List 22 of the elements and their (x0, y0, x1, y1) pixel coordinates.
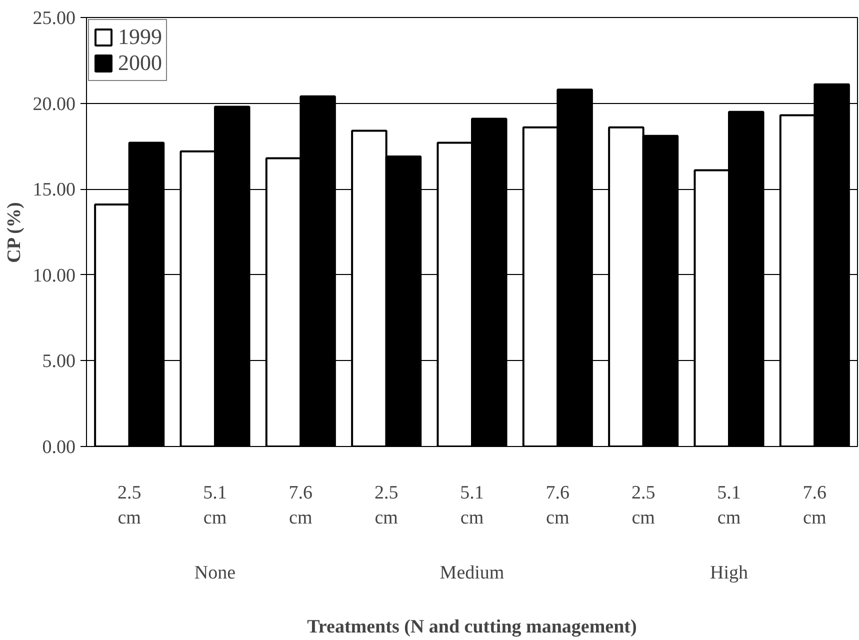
x-tick-label: 7.6 cm (546, 482, 570, 529)
text: High (710, 562, 748, 584)
x-tick-label: 5.1 cm (460, 482, 484, 529)
x-tick-label: 5.1 cm (717, 482, 741, 529)
x-tick-label: 5.1 cm (203, 482, 227, 529)
text: Medium (440, 562, 504, 584)
y-axis-title: CP (%) (4, 202, 25, 263)
y-tick-label: 20.00 (32, 94, 76, 115)
text: None (194, 562, 236, 584)
x-axis-title: Treatments (N and cutting management) (307, 616, 637, 638)
y-tick-label: 15.00 (32, 180, 76, 201)
x-tick-label: 2.5 cm (117, 482, 142, 529)
y-tick-label: 5.00 (42, 351, 76, 372)
legend-label: 1999 (118, 24, 162, 50)
y-tick-label: 25.00 (32, 8, 76, 29)
x-tick-label: 7.6 cm (288, 482, 313, 529)
x-tick-label: 2.5 cm (374, 482, 398, 529)
y-tick-label: 0.00 (42, 437, 76, 458)
y-tick-label: 10.00 (32, 265, 76, 286)
legend-label: 2000 (118, 50, 162, 76)
x-tick-label: 2.5 cm (631, 482, 656, 529)
x-tick-label: 7.6 cm (802, 482, 827, 529)
